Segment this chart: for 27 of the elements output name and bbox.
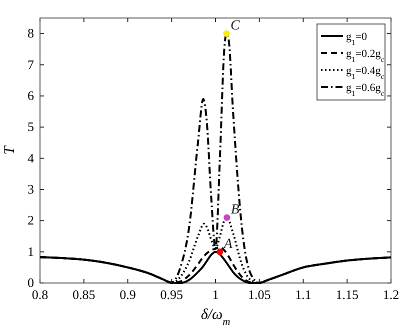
legend-label: g$_{1}$=0.6g$_{c}$ (346, 82, 385, 98)
y-tick-label: 3 (28, 181, 34, 196)
legend-label: g$_{1}$=0 (346, 31, 368, 46)
x-tick-label: 0.8 (32, 287, 48, 302)
y-tick-label: 6 (28, 88, 34, 103)
y-tick-label: 4 (28, 150, 34, 166)
legend-label: g$_{1}$=0.2g$_{c}$ (346, 48, 385, 64)
y-axis-title: T (2, 144, 18, 155)
annotation: C (230, 18, 240, 34)
x-tick-label: 0.85 (72, 287, 96, 302)
y-tick-label: 7 (28, 56, 34, 72)
y-tick-label: 5 (28, 119, 34, 134)
x-tick-label: 0.95 (160, 287, 183, 302)
x-tick-label: 1.2 (382, 287, 400, 302)
x-tick-label: 1.15 (336, 287, 358, 302)
x-tick-label: 1.1 (295, 287, 312, 302)
y-tick-label: 2 (28, 212, 34, 228)
y-tick-label: 0 (28, 275, 34, 290)
x-tick-label: 0.9 (120, 287, 136, 302)
legend-label: g$_{1}$=0.4g$_{c}$ (346, 65, 385, 80)
y-tick-label: 1 (28, 244, 34, 259)
x-tick-label: 1.05 (248, 287, 271, 302)
annotation: B (230, 202, 240, 218)
x-axis-title: δ/ω$_{m}$ (200, 307, 231, 325)
x-tick-label: 1 (212, 287, 219, 302)
y-tick-label: 8 (28, 26, 34, 41)
annotation: A (222, 236, 233, 252)
